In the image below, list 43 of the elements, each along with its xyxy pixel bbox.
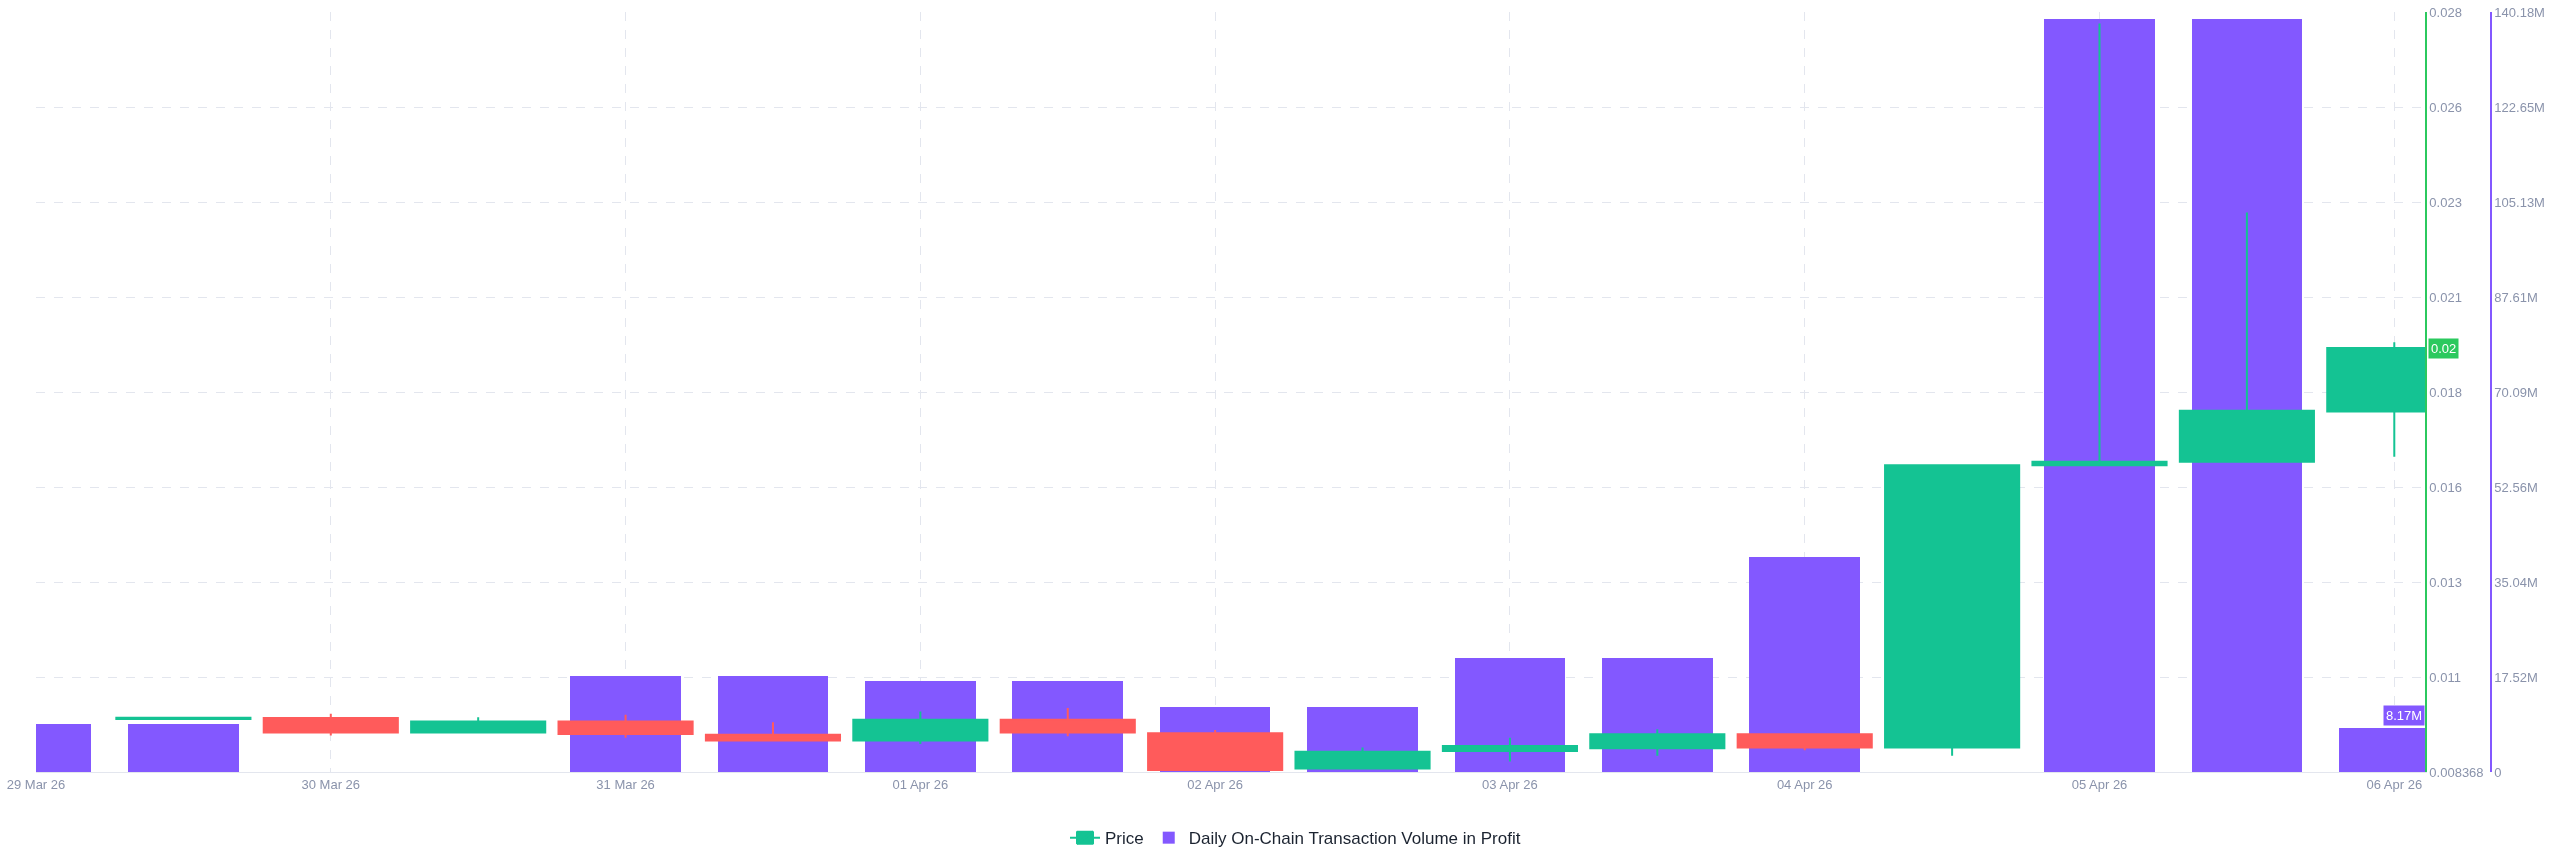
y-tick-label: 0.018 <box>2429 384 2462 400</box>
legend-label: Price <box>1105 829 1144 849</box>
bar <box>2192 19 2302 772</box>
candlestick <box>557 713 694 739</box>
x-tick-label: 29 Mar 26 <box>6 776 66 792</box>
y-tick-label: 0.023 <box>2429 194 2462 210</box>
bar <box>718 676 828 772</box>
bar <box>1749 557 1860 772</box>
y2-tick-label: 140.18M <box>2494 4 2545 20</box>
x-tick-label: 06 Apr 26 <box>2366 776 2423 792</box>
x-tick-label: 30 Mar 26 <box>301 776 361 792</box>
x-tick-label: 02 Apr 26 <box>1187 776 1243 792</box>
y2-tick-label: 35.04M <box>2494 574 2538 590</box>
bar <box>1455 658 1565 772</box>
x-tick-label: 05 Apr 26 <box>2071 776 2128 792</box>
y2-tick-label: 122.65M <box>2494 99 2545 115</box>
data-label: 8.17M <box>2386 708 2423 723</box>
y2-tick-label: 52.56M <box>2494 479 2538 495</box>
x-tick-label: 03 Apr 26 <box>1482 776 1538 792</box>
y2-tick-label: 0 <box>2494 764 2502 780</box>
y-tick-label: 0.008368 <box>2429 764 2484 780</box>
x-tick-label: 04 Apr 26 <box>1776 776 1833 792</box>
legend-label: Daily On-Chain Transaction Volume in Profit <box>1188 829 1521 849</box>
bar <box>128 724 239 772</box>
x-tick-label: 01 Apr 26 <box>892 776 949 792</box>
y-tick-label: 0.021 <box>2429 289 2462 305</box>
candlestick <box>704 721 842 742</box>
candlestick <box>1589 728 1726 757</box>
y2-tick-label: 17.52M <box>2494 669 2538 685</box>
y2-tick-label: 87.61M <box>2494 289 2538 305</box>
y2-tick-label: 70.09M <box>2494 384 2538 400</box>
y-tick-label: 0.026 <box>2429 99 2462 115</box>
annotation: 0.02 <box>2431 341 2457 356</box>
candlestick <box>262 712 399 737</box>
y-tick-label: 0.028 <box>2429 4 2462 20</box>
bar <box>2044 19 2155 772</box>
y-tick-label: 0.016 <box>2429 479 2462 495</box>
candlestick <box>1736 732 1873 752</box>
x-tick-label: 31 Mar 26 <box>596 776 655 792</box>
candlestick <box>1884 464 2021 757</box>
y-tick-label: 0.013 <box>2429 574 2462 590</box>
y2-tick-label: 105.13M <box>2494 194 2545 210</box>
y-tick-label: 0.011 <box>2429 669 2461 685</box>
